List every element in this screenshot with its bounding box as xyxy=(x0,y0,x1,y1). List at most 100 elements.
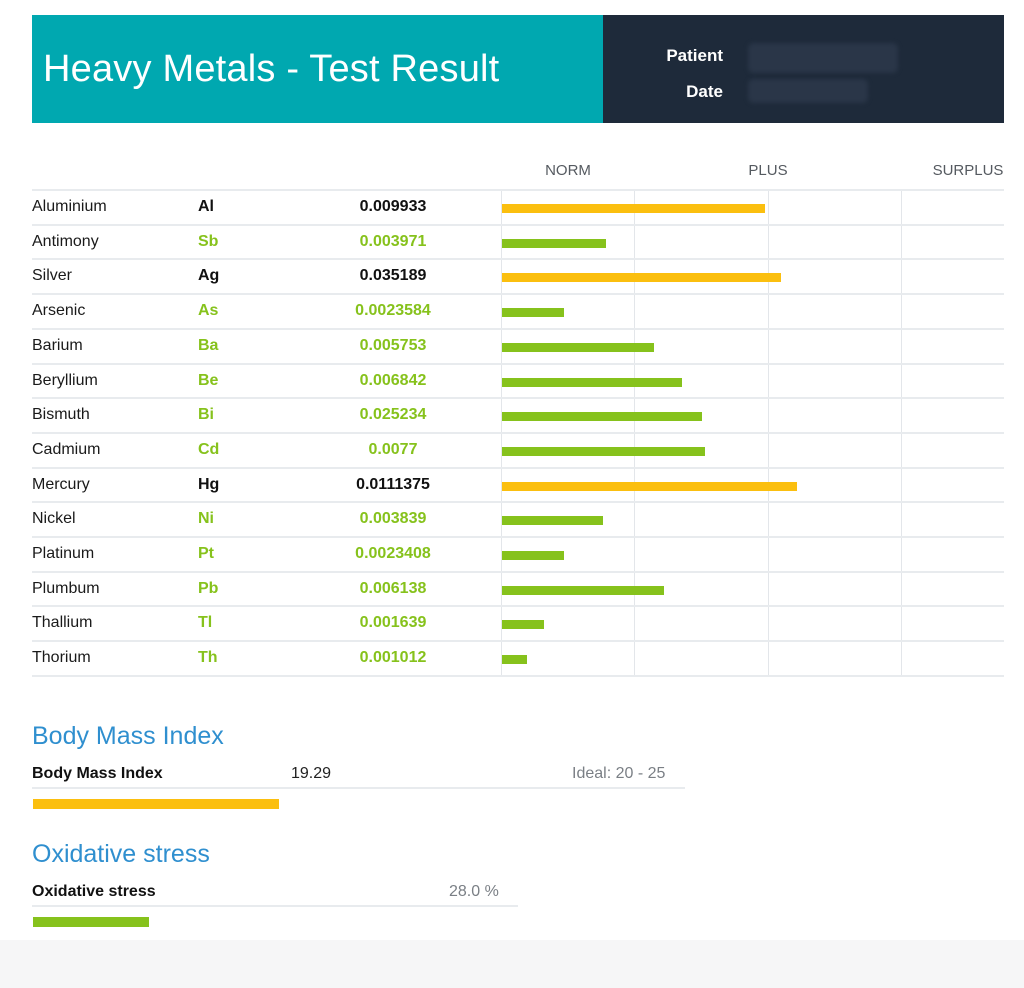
redacted-date-value xyxy=(748,79,868,103)
metal-symbol: Hg xyxy=(198,476,220,493)
metal-name: Cadmium xyxy=(32,441,101,458)
table-row: Cadmium Cd 0.0077 xyxy=(0,433,1024,467)
patient-info-band: Patient Date xyxy=(603,15,1004,123)
oxidative-bar xyxy=(33,917,149,927)
metal-level-bar xyxy=(502,239,606,248)
metal-value: 0.001639 xyxy=(359,614,427,631)
table-row: Aluminium Al 0.009933 xyxy=(0,190,1024,224)
metal-symbol: Ni xyxy=(198,510,214,527)
row-divider xyxy=(32,328,1004,330)
oxidative-section-heading: Oxidative stress xyxy=(32,840,210,868)
table-row: Mercury Hg 0.0111375 xyxy=(0,468,1024,502)
metal-level-bar xyxy=(502,620,544,629)
metal-level-bar xyxy=(502,308,564,317)
date-label: Date xyxy=(686,82,723,101)
metal-name: Thallium xyxy=(32,614,93,631)
table-row: Bismuth Bi 0.025234 xyxy=(0,398,1024,432)
row-divider xyxy=(32,467,1004,469)
bmi-section-heading: Body Mass Index xyxy=(32,722,224,750)
metal-value: 0.0023584 xyxy=(355,302,431,319)
page-title: Heavy Metals - Test Result xyxy=(43,47,500,90)
row-divider xyxy=(32,675,1004,677)
row-divider xyxy=(32,258,1004,260)
metal-symbol: Cd xyxy=(198,441,220,458)
metal-name: Aluminium xyxy=(32,198,107,215)
table-row: Platinum Pt 0.0023408 xyxy=(0,537,1024,571)
table-row: Nickel Ni 0.003839 xyxy=(0,502,1024,536)
row-divider xyxy=(32,432,1004,434)
metal-symbol: Al xyxy=(198,198,214,215)
metal-level-bar xyxy=(502,482,797,491)
metal-name: Beryllium xyxy=(32,372,98,389)
metal-value: 0.009933 xyxy=(359,198,427,215)
metal-name: Nickel xyxy=(32,510,76,527)
metal-value: 0.001012 xyxy=(359,649,427,666)
table-row: Thorium Th 0.001012 xyxy=(0,641,1024,675)
bmi-value: 19.29 xyxy=(291,765,332,782)
metal-name: Bismuth xyxy=(32,406,90,423)
metal-value: 0.006842 xyxy=(359,372,427,389)
row-divider xyxy=(32,536,1004,538)
metal-level-bar xyxy=(502,412,702,421)
metal-symbol: Be xyxy=(198,372,219,389)
row-divider xyxy=(32,605,1004,607)
table-row: Plumbum Pb 0.006138 xyxy=(0,572,1024,606)
table-row: Antimony Sb 0.003971 xyxy=(0,225,1024,259)
row-divider xyxy=(32,640,1004,642)
metal-name: Arsenic xyxy=(32,302,86,319)
metal-value: 0.0023408 xyxy=(355,545,431,562)
table-row: Arsenic As 0.0023584 xyxy=(0,294,1024,328)
scale-surplus-label: SURPLUS xyxy=(932,162,1004,179)
table-row: Barium Ba 0.005753 xyxy=(0,329,1024,363)
metal-level-bar xyxy=(502,447,705,456)
row-divider xyxy=(32,293,1004,295)
metal-name: Mercury xyxy=(32,476,90,493)
scale-norm-label: NORM xyxy=(545,162,591,179)
row-divider xyxy=(32,189,1004,191)
metal-level-bar xyxy=(502,273,781,282)
metal-value: 0.003839 xyxy=(359,510,427,527)
metal-symbol: Ba xyxy=(198,337,219,354)
oxidative-value: 28.0 % xyxy=(449,883,499,900)
metal-level-bar xyxy=(502,551,564,560)
metal-symbol: Pb xyxy=(198,580,219,597)
metal-symbol: Bi xyxy=(198,406,214,423)
metal-level-bar xyxy=(502,204,765,213)
metal-value: 0.005753 xyxy=(359,337,427,354)
table-row: Thallium Tl 0.001639 xyxy=(0,606,1024,640)
metal-symbol: Sb xyxy=(198,233,219,250)
metal-value: 0.006138 xyxy=(359,580,427,597)
metal-level-bar xyxy=(502,343,654,352)
metal-value: 0.0111375 xyxy=(356,476,430,493)
metal-name: Barium xyxy=(32,337,83,354)
metal-symbol: Pt xyxy=(198,545,214,562)
metal-value: 0.003971 xyxy=(359,233,427,250)
metal-name: Antimony xyxy=(32,233,99,250)
report-header: Heavy Metals - Test Result Patient Date xyxy=(32,15,1004,123)
table-row: Silver Ag 0.035189 xyxy=(0,259,1024,293)
row-divider xyxy=(32,571,1004,573)
redacted-patient-value xyxy=(748,43,898,73)
metal-level-bar xyxy=(502,516,603,525)
metal-name: Silver xyxy=(32,267,73,284)
metal-symbol: Th xyxy=(198,649,218,666)
bmi-ideal-range: Ideal: 20 - 25 xyxy=(572,765,666,782)
metal-value: 0.035189 xyxy=(359,267,427,284)
metal-name: Thorium xyxy=(32,649,91,666)
metal-name: Plumbum xyxy=(32,580,100,597)
metal-value: 0.025234 xyxy=(359,406,427,423)
row-divider xyxy=(32,363,1004,365)
row-divider xyxy=(32,397,1004,399)
bmi-bar xyxy=(33,799,279,809)
page-footer-band xyxy=(0,940,1024,988)
metal-symbol: As xyxy=(198,302,219,319)
metal-name: Platinum xyxy=(32,545,95,562)
title-band: Heavy Metals - Test Result xyxy=(32,15,603,123)
row-divider xyxy=(32,501,1004,503)
oxidative-divider xyxy=(32,905,518,907)
scale-plus-label: PLUS xyxy=(748,162,788,179)
metal-symbol: Ag xyxy=(198,267,220,284)
row-divider xyxy=(32,224,1004,226)
bmi-label: Body Mass Index xyxy=(32,765,163,782)
metal-symbol: Tl xyxy=(198,614,213,631)
